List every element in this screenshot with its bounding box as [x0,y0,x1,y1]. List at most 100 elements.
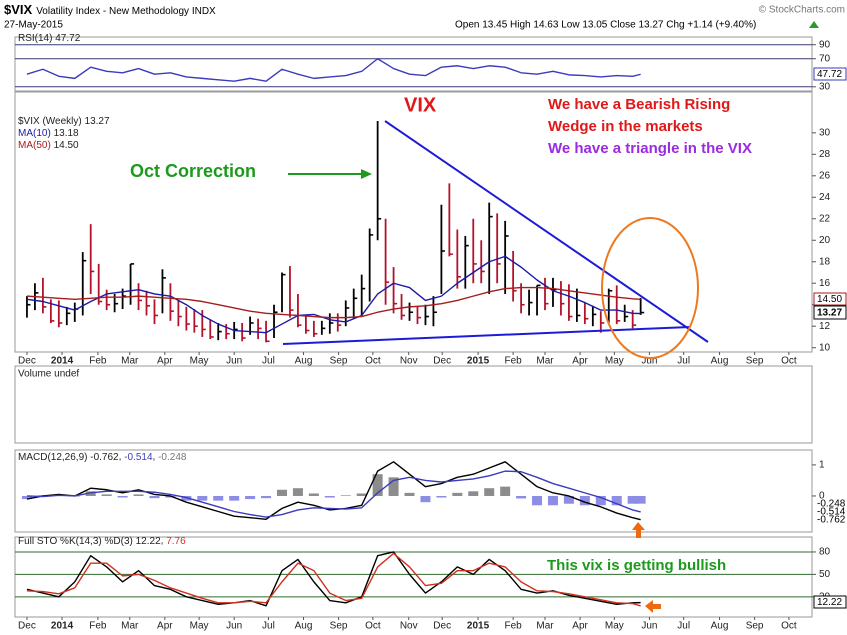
x-tick-label: Mar [121,621,139,632]
x-tick-label: 2015 [467,356,490,367]
histogram-bar [436,495,447,498]
y-tick-label: 18 [819,256,831,267]
histogram-bar [635,495,646,504]
x-tick-label: Feb [505,356,523,367]
highlight-ellipse [601,217,699,359]
x-tick-label: Jul [262,621,275,632]
y-tick-label: 30 [819,81,831,92]
histogram-bar [595,495,606,506]
legend-name: $VIX (Weekly) [18,116,82,127]
orange-left-arrow [645,600,661,613]
x-tick-label: Aug [711,621,729,632]
x-tick-label: May [190,356,209,367]
series-line [26,255,641,334]
trendline-upper [384,120,709,343]
copyright: © StockCharts.com [759,5,845,16]
legend-value: -0.762 [90,452,119,463]
rsi-last-value: 47.72 [817,69,842,80]
x-tick-label: Mar [536,621,554,632]
x-tick-label: Dec [433,356,451,367]
x-tick-label: Sep [330,356,348,367]
legend-value: 47.72 [55,33,80,44]
x-tick-label: Jul [677,621,690,632]
volume-panel-frame [14,365,813,444]
x-tick-label: Feb [505,621,523,632]
legend-name: RSI(14) [18,33,52,44]
histogram-bar [85,491,96,496]
x-tick-label: Apr [572,621,588,632]
x-tick-label: Sep [330,621,348,632]
y-tick-label: 1 [819,460,825,471]
symbol-name: Volatility Index - New Methodology INDX [36,6,216,17]
x-tick-label: Jun [226,356,242,367]
header-quote: Open 13.45 High 14.63 Low 13.05 Close 13… [455,20,756,31]
histogram-bar [627,495,638,504]
x-tick-label: Mar [536,356,554,367]
rsi-legend: RSI(14) 47.72 [18,33,81,44]
legend-name: MACD(12,26,9) [18,452,87,463]
up-arrow-icon [809,21,819,28]
annotation: We have a triangle in the VIX [548,140,752,157]
x-tick-label: Aug [295,356,313,367]
x-tick-label: Nov [400,621,418,632]
legend-value: 13.18 [54,128,79,139]
histogram-bar [213,495,224,501]
x-tick-label: Oct [781,621,797,632]
x-tick-label: Oct [365,356,381,367]
histogram-bar [500,486,511,496]
arrow-head [361,169,372,179]
x-tick-label: Jun [226,621,242,632]
value-box [813,595,847,609]
y-tick-label: 90 [819,39,831,50]
panel-frame [14,91,813,353]
histogram-bar [245,495,256,500]
histogram-bar [117,495,128,498]
legend-name: Full STO %K(14,3) %D(3) [18,536,133,547]
x-tick-label: Nov [400,356,418,367]
ma50-last-value: 14.50 [817,294,842,305]
legend-value: 7.76 [166,536,186,547]
x-tick-label: Aug [711,356,729,367]
y-tick-label: 20 [819,235,831,246]
histogram-bar [101,494,112,496]
x-tick-label: Aug [295,621,313,632]
histogram-bar [532,495,543,506]
trendline-lower [282,326,691,345]
x-tick-label: Dec [18,356,36,367]
annotation-vix: VIX [404,94,437,116]
header-date: 27-May-2015 [4,20,63,31]
annotation: This vix is getting bullish [547,557,726,574]
histogram-bar [516,495,527,499]
orange-up-arrow [632,522,645,538]
y-tick-label: 30 [819,127,831,138]
histogram-bar [229,495,240,501]
x-tick-label: Sep [746,621,764,632]
legend-value: -0.248 [158,452,187,463]
x-tick-label: Dec [18,621,36,632]
y-tick-label: 10 [819,342,831,353]
x-tick-label: Feb [89,356,107,367]
sto-legend: Full STO %K(14,3) %D(3) 12.22, 7.76 [18,536,186,547]
x-tick-label: Apr [157,621,173,632]
legend-name: MA(10) [18,128,51,139]
y-tick-label: 24 [819,192,831,203]
histogram-bar [261,495,272,499]
legend-value: -0.514 [124,452,153,463]
value-box [813,67,847,81]
macd-last-value: -0.762 [817,515,846,526]
annotation: Oct Correction [130,161,256,181]
histogram-bar [165,495,176,498]
macd-legend: MACD(12,26,9) -0.762, -0.514, -0.248 [18,452,187,463]
panel-frame [14,36,813,92]
y-tick-label: 22 [819,213,831,224]
legend-value: 13.27 [85,116,110,127]
histogram-bar [197,495,208,501]
x-tick-label: Jun [641,621,657,632]
histogram-bar [579,495,590,506]
histogram-bar [484,488,495,496]
series-line [26,58,641,82]
x-tick-label: Oct [781,356,797,367]
ma50-legend: MA(50) 14.50 [18,140,79,151]
